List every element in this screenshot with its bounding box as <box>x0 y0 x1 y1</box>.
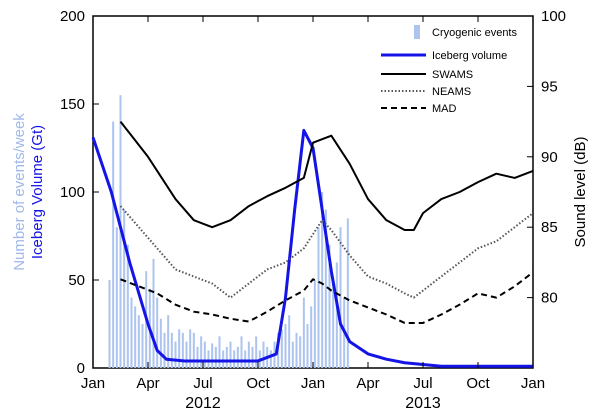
bar-cryogenic-events-2 <box>115 227 118 368</box>
x-tick-label: Jan <box>521 375 545 392</box>
bar-cryogenic-events-4 <box>123 209 126 368</box>
bar-cryogenic-events-34 <box>233 350 236 368</box>
bar-cryogenic-events-14 <box>159 318 162 368</box>
year-labels: 2012 2013 <box>185 395 441 412</box>
cryogenic-event-bars <box>108 95 349 368</box>
bar-cryogenic-events-55 <box>310 306 313 368</box>
bar-cryogenic-events-21 <box>185 341 188 368</box>
right-y-tick-label: 95 <box>541 78 558 95</box>
left-y-tick-label: 150 <box>60 96 85 113</box>
bar-cryogenic-events-7 <box>134 306 137 368</box>
bar-cryogenic-events-42 <box>262 341 265 368</box>
bar-cryogenic-events-16 <box>167 315 170 368</box>
legend-label-mad: MAD <box>432 103 457 115</box>
bar-cryogenic-events-60 <box>328 244 331 368</box>
bar-cryogenic-events-9 <box>141 324 144 368</box>
bar-cryogenic-events-40 <box>255 336 258 368</box>
bar-cryogenic-events-63 <box>339 227 342 368</box>
x-tick-label: Apr <box>356 375 379 392</box>
bar-cryogenic-events-29 <box>214 346 217 368</box>
x-tick-label: Oct <box>466 375 490 392</box>
bar-cryogenic-events-12 <box>152 258 155 368</box>
bar-cryogenic-events-57 <box>317 227 320 368</box>
right-y-axis: 80 85 90 95 100 <box>527 8 566 307</box>
bar-cryogenic-events-6 <box>130 297 133 368</box>
bar-cryogenic-events-5 <box>126 244 129 368</box>
bar-cryogenic-events-62 <box>335 262 338 368</box>
bar-cryogenic-events-54 <box>306 324 309 368</box>
line-iceberg-volume <box>91 128 533 368</box>
left-y-axis: 0 50 100 150 200 <box>60 8 99 377</box>
bar-cryogenic-events-13 <box>156 297 159 368</box>
bar-cryogenic-events-26 <box>203 341 206 368</box>
x-tick-label: Jan <box>301 375 325 392</box>
bar-cryogenic-events-37 <box>244 350 247 368</box>
series-lines <box>91 120 534 368</box>
bar-cryogenic-events-58 <box>321 192 324 368</box>
bar-cryogenic-events-31 <box>222 350 225 368</box>
left-y-tick-label: 50 <box>68 272 85 289</box>
bar-cryogenic-events-23 <box>192 332 195 368</box>
right-y-tick-label: 85 <box>541 219 558 236</box>
x-tick-label: Jan <box>81 375 105 392</box>
left-y-tick-label: 100 <box>60 184 85 201</box>
bar-cryogenic-events-51 <box>295 332 298 368</box>
left-axis-label-volume: Iceberg Volume (Gt) <box>29 125 46 259</box>
bar-cryogenic-events-59 <box>324 209 327 368</box>
x-tick-label: Jul <box>413 375 432 392</box>
bar-cryogenic-events-27 <box>207 350 210 368</box>
bar-cryogenic-events-20 <box>181 332 184 368</box>
bar-cryogenic-events-17 <box>170 332 173 368</box>
bar-cryogenic-events-53 <box>302 297 305 368</box>
bar-cryogenic-events-39 <box>251 346 254 368</box>
x-tick-label: Jul <box>193 375 212 392</box>
bar-cryogenic-events-48 <box>284 324 287 368</box>
bar-cryogenic-events-35 <box>236 346 239 368</box>
legend-label-cryogenic-events: Cryogenic events <box>432 27 517 39</box>
legend-swatch-cryogenic-events <box>414 25 420 39</box>
year-label: 2012 <box>185 395 221 412</box>
bar-cryogenic-events-61 <box>332 280 335 368</box>
year-label: 2013 <box>405 395 441 412</box>
bar-cryogenic-events-38 <box>247 341 250 368</box>
bar-cryogenic-events-33 <box>229 341 232 368</box>
bar-cryogenic-events-28 <box>211 343 214 368</box>
right-y-tick-label: 100 <box>541 8 566 25</box>
bar-cryogenic-events-19 <box>178 329 181 368</box>
bar-cryogenic-events-52 <box>299 336 302 368</box>
line-mad <box>120 271 534 324</box>
bar-cryogenic-events-1 <box>112 121 115 368</box>
bar-cryogenic-events-0 <box>108 280 111 368</box>
x-tick-label: Oct <box>246 375 270 392</box>
bar-cryogenic-events-15 <box>163 332 166 368</box>
bar-cryogenic-events-30 <box>218 336 221 368</box>
left-y-tick-label: 0 <box>77 360 85 377</box>
bar-cryogenic-events-49 <box>288 315 291 368</box>
x-tick-label: Apr <box>136 375 159 392</box>
bar-cryogenic-events-36 <box>240 336 243 368</box>
bar-cryogenic-events-8 <box>137 315 140 368</box>
x-axis: Jan Apr Jul Oct Jan Apr Jul Oct Jan <box>81 16 545 392</box>
bar-cryogenic-events-47 <box>280 329 283 368</box>
bar-cryogenic-events-25 <box>200 336 203 368</box>
right-y-tick-label: 80 <box>541 290 558 307</box>
bar-cryogenic-events-24 <box>196 346 199 368</box>
line-swams <box>119 120 534 232</box>
bar-cryogenic-events-50 <box>291 341 294 368</box>
bar-cryogenic-events-32 <box>225 346 228 368</box>
legend-label-iceberg-volume: Iceberg volume <box>432 50 507 62</box>
bar-cryogenic-events-56 <box>313 280 316 368</box>
bar-cryogenic-events-18 <box>174 341 177 368</box>
bar-cryogenic-events-44 <box>269 350 272 368</box>
legend-label-swams: SWAMS <box>432 69 473 81</box>
legend: Cryogenic events Iceberg volume SWAMS NE… <box>381 25 517 115</box>
left-y-tick-label: 200 <box>60 8 85 25</box>
legend-label-neams: NEAMS <box>432 86 471 98</box>
bar-cryogenic-events-65 <box>346 218 349 368</box>
right-axis-label: Sound level (dB) <box>572 137 589 248</box>
right-y-tick-label: 90 <box>541 149 558 166</box>
left-axis-label-events: Number of events/week <box>11 113 28 271</box>
bar-cryogenic-events-22 <box>189 329 192 368</box>
